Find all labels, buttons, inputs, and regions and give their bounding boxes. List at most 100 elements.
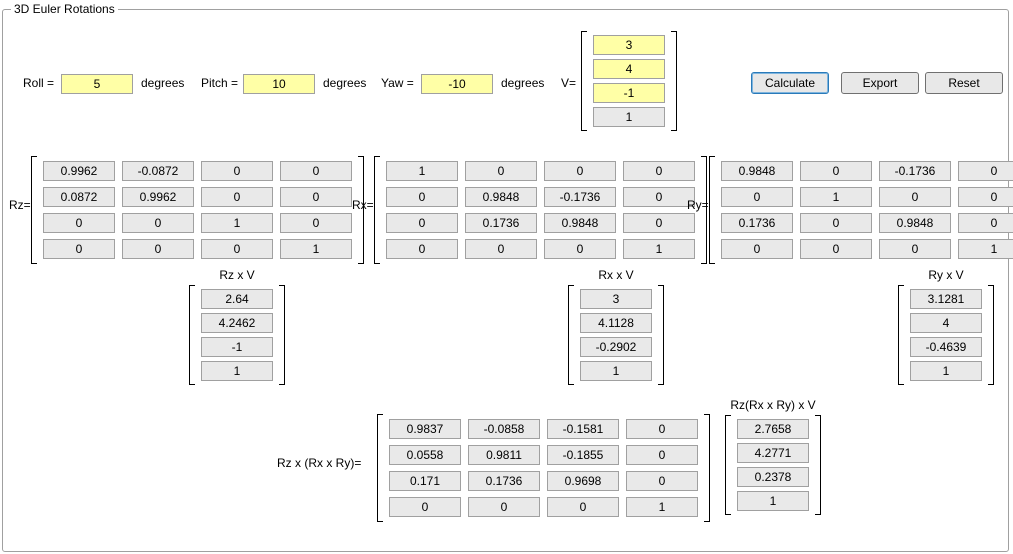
rxv-cell: -0.2902	[580, 337, 652, 357]
rz-cell: 0.9962	[122, 187, 194, 207]
rz-cell: -0.0872	[122, 161, 194, 181]
rz-cell: 0	[201, 161, 273, 181]
yaw-label: Yaw =	[381, 76, 414, 90]
rzv-cell: 4.2462	[201, 313, 273, 333]
ry-cell: 1	[800, 187, 872, 207]
comb-label: Rz x (Rx x Ry)=	[277, 456, 361, 470]
ry-label: Ry=	[687, 198, 709, 212]
ry-cell: 0	[879, 187, 951, 207]
rz-matrix: 0.9962-0.0872000.08720.99620000100001	[31, 156, 364, 264]
rzv-cell: -1	[201, 337, 273, 357]
rxv-cell: 1	[580, 361, 652, 381]
comb-cell: 0.9698	[547, 471, 619, 491]
rz-cell: 0	[201, 239, 273, 259]
v-cell: 3	[593, 35, 665, 55]
comb-cell: 0	[389, 497, 461, 517]
group-title: 3D Euler Rotations	[11, 2, 118, 16]
rz-cell: 0	[43, 239, 115, 259]
rx-cell: 0	[465, 239, 537, 259]
v-cell: -1	[593, 83, 665, 103]
yaw-input[interactable]	[421, 74, 493, 94]
comb-cell: 0	[626, 471, 698, 491]
rx-cell: 0	[544, 161, 616, 181]
comb-cell: 1	[626, 497, 698, 517]
rzv-cell: 2.64	[201, 289, 273, 309]
rx-cell: 0.9848	[544, 213, 616, 233]
rx-cell: 0	[386, 187, 458, 207]
ry-cell: 0	[721, 239, 793, 259]
rx-cell: 0	[623, 187, 695, 207]
ry-cell: 0	[879, 239, 951, 259]
ry-cell: 0	[721, 187, 793, 207]
rz-cell: 0.9962	[43, 161, 115, 181]
ry-cell: 0.9848	[721, 161, 793, 181]
ryv-cell: 4	[910, 313, 982, 333]
rx-cell: 0	[544, 239, 616, 259]
pitch-units: degrees	[323, 76, 366, 90]
ryv-title: Ry x V	[886, 268, 1006, 282]
rx-cell: 0	[386, 213, 458, 233]
ry-cell: 0	[958, 187, 1013, 207]
comb-cell: 0	[626, 445, 698, 465]
roll-input[interactable]	[61, 74, 133, 94]
ryv-block: Ry x V 3.1281 4 -0.4639 1	[886, 268, 1006, 385]
rzv-title: Rz x V	[177, 268, 297, 282]
ry-cell: 0	[800, 239, 872, 259]
ry-cell: 0	[958, 161, 1013, 181]
reset-button[interactable]: Reset	[925, 72, 1003, 94]
rz-cell: 0	[201, 187, 273, 207]
rz-cell: 1	[201, 213, 273, 233]
comb-cell: -0.0858	[468, 419, 540, 439]
export-button[interactable]: Export	[841, 72, 919, 94]
rx-cell: -0.1736	[544, 187, 616, 207]
ry-cell: -0.1736	[879, 161, 951, 181]
comb-cell: 0.9837	[389, 419, 461, 439]
ryv-cell: 3.1281	[910, 289, 982, 309]
euler-rotations-group: 3D Euler Rotations Roll = degrees Pitch …	[2, 2, 1009, 552]
rz-cell: 0	[280, 213, 352, 233]
ry-cell: 0	[958, 213, 1013, 233]
combv-title: Rz(Rx x Ry) x V	[708, 398, 838, 412]
ry-cell: 0	[800, 213, 872, 233]
v-vector: 3 4 -1 1	[581, 31, 677, 131]
comb-cell: -0.1581	[547, 419, 619, 439]
comb-cell: 0	[468, 497, 540, 517]
comb-cell: 0.9811	[468, 445, 540, 465]
rz-cell: 1	[280, 239, 352, 259]
comb-cell: 0.0558	[389, 445, 461, 465]
combv-cell: 0.2378	[737, 467, 809, 487]
roll-label: Roll =	[23, 76, 54, 90]
rx-cell: 0.1736	[465, 213, 537, 233]
combv-cell: 4.2771	[737, 443, 809, 463]
ry-cell: 0.1736	[721, 213, 793, 233]
rx-cell: 1	[386, 161, 458, 181]
rx-cell: 0	[386, 239, 458, 259]
rx-cell: 0	[623, 213, 695, 233]
ryv-cell: -0.4639	[910, 337, 982, 357]
ry-cell: 0.9848	[879, 213, 951, 233]
rz-cell: 0	[122, 239, 194, 259]
rxv-cell: 3	[580, 289, 652, 309]
pitch-label: Pitch =	[201, 76, 238, 90]
pitch-input[interactable]	[243, 74, 315, 94]
rxv-cell: 4.1128	[580, 313, 652, 333]
rz-cell: 0	[43, 213, 115, 233]
v-cell: 4	[593, 59, 665, 79]
ry-matrix: 0.98480-0.1736001000.173600.984800001	[709, 156, 1013, 264]
rx-cell: 0.9848	[465, 187, 537, 207]
comb-cell: -0.1855	[547, 445, 619, 465]
rxv-block: Rx x V 3 4.1128 -0.2902 1	[556, 268, 676, 385]
roll-units: degrees	[141, 76, 184, 90]
v-cell: 1	[593, 107, 665, 127]
rx-cell: 0	[465, 161, 537, 181]
comb-cell: 0	[547, 497, 619, 517]
rxv-title: Rx x V	[556, 268, 676, 282]
rx-cell: 1	[623, 239, 695, 259]
comb-matrix: 0.9837 -0.0858 -0.1581 0 0.0558 0.9811 -0.1855…	[377, 414, 710, 522]
rz-cell: 0	[122, 213, 194, 233]
ryv-cell: 1	[910, 361, 982, 381]
comb-cell: 0.1736	[468, 471, 540, 491]
rzv-block: Rz x V 2.64 4.2462 -1 1	[177, 268, 297, 385]
rz-cell: 0.0872	[43, 187, 115, 207]
calculate-button[interactable]: Calculate	[751, 72, 829, 94]
